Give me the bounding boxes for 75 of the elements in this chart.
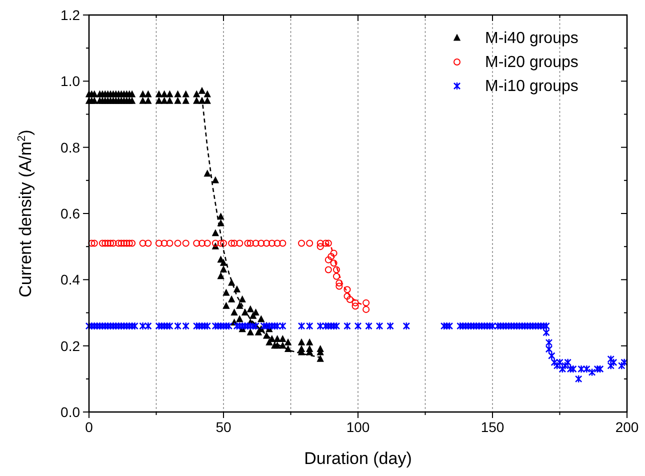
point <box>330 250 338 257</box>
point <box>120 240 128 247</box>
legend-label: M-i40 groups <box>485 30 578 47</box>
point <box>330 260 338 267</box>
y-tick-label: 0.8 <box>60 139 80 156</box>
point <box>128 240 136 247</box>
point <box>193 240 200 247</box>
x-tick-label: 50 <box>216 419 232 435</box>
point <box>155 240 162 247</box>
point <box>160 240 168 247</box>
x-tick-label: 150 <box>480 419 504 435</box>
point <box>344 286 351 294</box>
point <box>332 272 340 280</box>
point <box>182 240 190 247</box>
point <box>139 240 146 247</box>
y-tick-label: 0.4 <box>60 272 80 288</box>
point <box>174 240 182 247</box>
point <box>107 240 114 247</box>
point <box>198 240 206 247</box>
point <box>279 240 286 247</box>
point <box>123 240 130 247</box>
point <box>228 240 236 247</box>
x-axis-title: Duration (day) <box>304 449 412 468</box>
point <box>118 240 125 247</box>
point <box>336 282 343 290</box>
y-tick-label: 0.6 <box>60 206 80 222</box>
y-tick-label: 0.2 <box>60 338 80 354</box>
y-tick-label: 1.0 <box>60 73 80 90</box>
point <box>324 240 332 247</box>
point <box>362 306 370 313</box>
point <box>115 240 122 247</box>
point <box>236 240 244 247</box>
point <box>258 240 265 247</box>
point <box>352 299 359 306</box>
point <box>217 240 224 247</box>
point <box>332 266 340 274</box>
point <box>324 256 332 264</box>
point <box>230 240 238 247</box>
legend-label: M-i10 groups <box>485 78 578 95</box>
point <box>298 240 306 247</box>
x-tick-label: 100 <box>346 419 370 435</box>
point <box>306 240 314 247</box>
point <box>88 240 96 247</box>
point <box>212 240 219 247</box>
point <box>98 240 106 247</box>
point <box>144 240 152 247</box>
point <box>328 253 335 260</box>
legend-label: M-i20 groups <box>485 54 578 71</box>
point <box>90 240 98 247</box>
point <box>252 240 260 247</box>
point <box>324 266 332 274</box>
point <box>220 240 227 247</box>
point <box>244 240 252 247</box>
text: 0.0 <box>60 404 80 420</box>
point <box>102 240 109 247</box>
x-tick-label: 200 <box>615 419 639 435</box>
point <box>204 240 211 247</box>
point <box>316 243 324 250</box>
point <box>166 240 174 247</box>
point <box>274 240 281 247</box>
point <box>110 240 117 247</box>
point <box>126 240 133 247</box>
x-tick-label: 0 <box>85 419 94 435</box>
point <box>263 240 270 247</box>
point <box>322 240 330 247</box>
point <box>352 302 359 310</box>
y-tick-label: 1.2 <box>60 7 80 23</box>
point <box>336 279 343 286</box>
point <box>362 299 370 306</box>
point <box>346 296 354 304</box>
point <box>316 240 324 247</box>
point <box>104 240 112 247</box>
point <box>246 240 254 247</box>
point <box>344 292 351 300</box>
point <box>268 240 276 247</box>
